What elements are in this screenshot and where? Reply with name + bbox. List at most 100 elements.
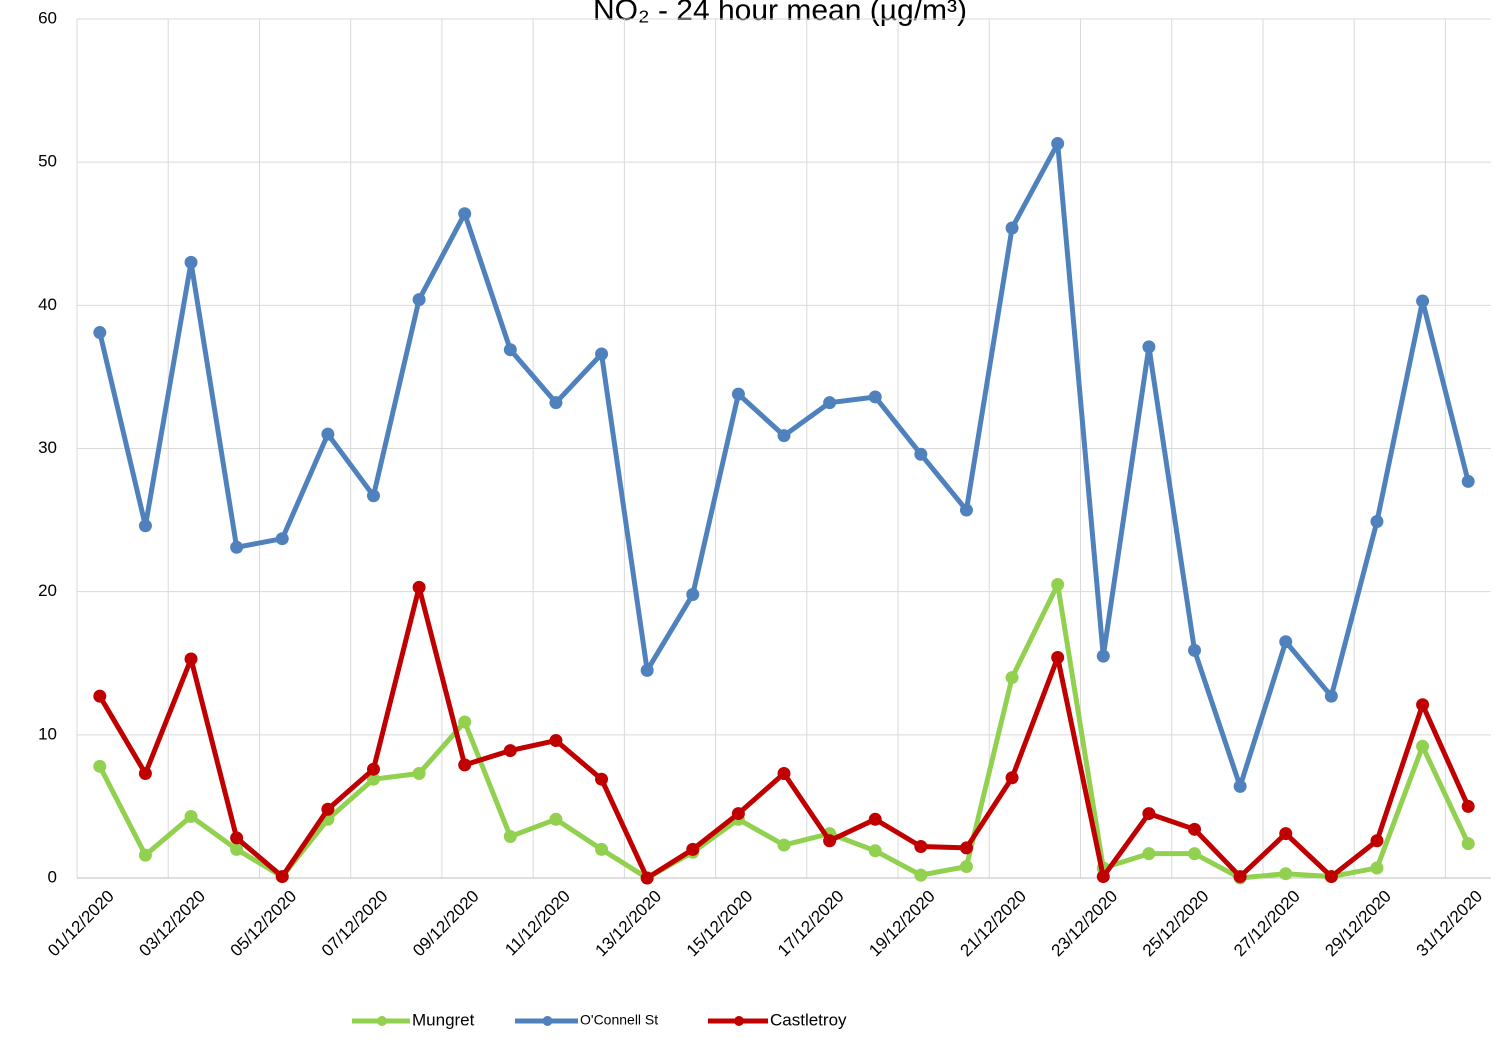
point <box>686 588 700 602</box>
point <box>412 766 426 780</box>
x-tick-label: 25/12/2020 <box>1139 887 1213 961</box>
point <box>503 829 517 843</box>
legend-marker <box>734 1016 744 1026</box>
point <box>1416 698 1430 712</box>
point <box>321 802 335 816</box>
point <box>458 207 472 221</box>
point <box>184 809 198 823</box>
point <box>1142 807 1156 821</box>
point <box>1279 827 1293 841</box>
series <box>93 578 1475 885</box>
point <box>412 293 426 307</box>
point <box>1461 837 1475 851</box>
point <box>640 871 654 885</box>
legend-marker <box>377 1016 387 1026</box>
y-tick-label: 60 <box>38 8 57 27</box>
point <box>823 834 837 848</box>
point <box>275 532 289 546</box>
point <box>458 715 472 729</box>
point <box>1370 861 1384 875</box>
point <box>93 326 107 340</box>
y-tick-label: 0 <box>48 867 57 886</box>
point <box>868 844 882 858</box>
point <box>959 503 973 517</box>
x-tick-label: 31/12/2020 <box>1413 887 1487 961</box>
point <box>959 860 973 874</box>
point <box>1188 822 1202 836</box>
point <box>138 848 152 862</box>
point <box>138 519 152 533</box>
point <box>230 831 244 845</box>
series <box>93 580 1475 885</box>
point <box>1279 867 1293 881</box>
point <box>366 772 380 786</box>
x-tick-label: 11/12/2020 <box>501 887 574 960</box>
point <box>275 870 289 884</box>
point <box>366 489 380 503</box>
point <box>731 807 745 821</box>
point <box>1051 651 1065 665</box>
point <box>914 447 928 461</box>
y-tick-label: 50 <box>38 152 57 171</box>
point <box>595 772 609 786</box>
x-tick-label: 19/12/2020 <box>865 887 939 961</box>
legend-label: Castletroy <box>770 1010 847 1029</box>
point <box>914 868 928 882</box>
point <box>366 762 380 776</box>
point <box>549 812 563 826</box>
point <box>1096 649 1110 663</box>
point <box>93 759 107 773</box>
point <box>1142 847 1156 861</box>
point <box>412 580 426 594</box>
point <box>1279 635 1293 649</box>
point <box>138 766 152 780</box>
x-tick-label: 15/12/2020 <box>683 887 757 961</box>
point <box>686 842 700 856</box>
x-tick-label: 09/12/2020 <box>409 887 483 961</box>
point <box>914 840 928 854</box>
point <box>1416 294 1430 308</box>
legend-marker <box>542 1016 553 1026</box>
point <box>549 396 563 410</box>
point <box>777 429 791 443</box>
x-tick-label: 05/12/2020 <box>227 887 301 961</box>
x-tick-label: 23/12/2020 <box>1048 887 1122 961</box>
point <box>503 343 517 357</box>
point <box>1324 689 1338 703</box>
y-tick-label: 30 <box>38 438 57 457</box>
point <box>1051 137 1065 151</box>
point <box>321 427 335 441</box>
point <box>503 744 517 758</box>
x-tick-label: 01/12/2020 <box>44 887 118 961</box>
point <box>1005 671 1019 685</box>
y-tick-label: 20 <box>38 581 57 600</box>
point <box>1461 799 1475 813</box>
point <box>93 689 107 703</box>
point <box>731 387 745 401</box>
point <box>1461 474 1475 488</box>
point <box>1233 870 1247 884</box>
point <box>1005 771 1019 785</box>
point <box>230 540 244 554</box>
point <box>1324 870 1338 884</box>
legend-label: Mungret <box>412 1010 475 1029</box>
x-tick-label: 21/12/2020 <box>956 887 1030 961</box>
point <box>1233 779 1247 793</box>
point <box>595 842 609 856</box>
y-tick-label: 10 <box>38 724 57 743</box>
point <box>549 734 563 748</box>
point <box>1096 870 1110 884</box>
point <box>823 396 837 410</box>
point <box>595 347 609 361</box>
point <box>1005 221 1019 235</box>
point <box>1142 340 1156 354</box>
chart-title: NO₂ - 24 hour mean (µg/m³) <box>593 0 967 27</box>
x-tick-label: 17/12/2020 <box>774 887 848 961</box>
x-tick-label: 03/12/2020 <box>135 887 209 961</box>
point <box>230 842 244 856</box>
point <box>640 663 654 677</box>
point <box>959 841 973 855</box>
point <box>184 255 198 269</box>
point <box>1188 643 1202 657</box>
